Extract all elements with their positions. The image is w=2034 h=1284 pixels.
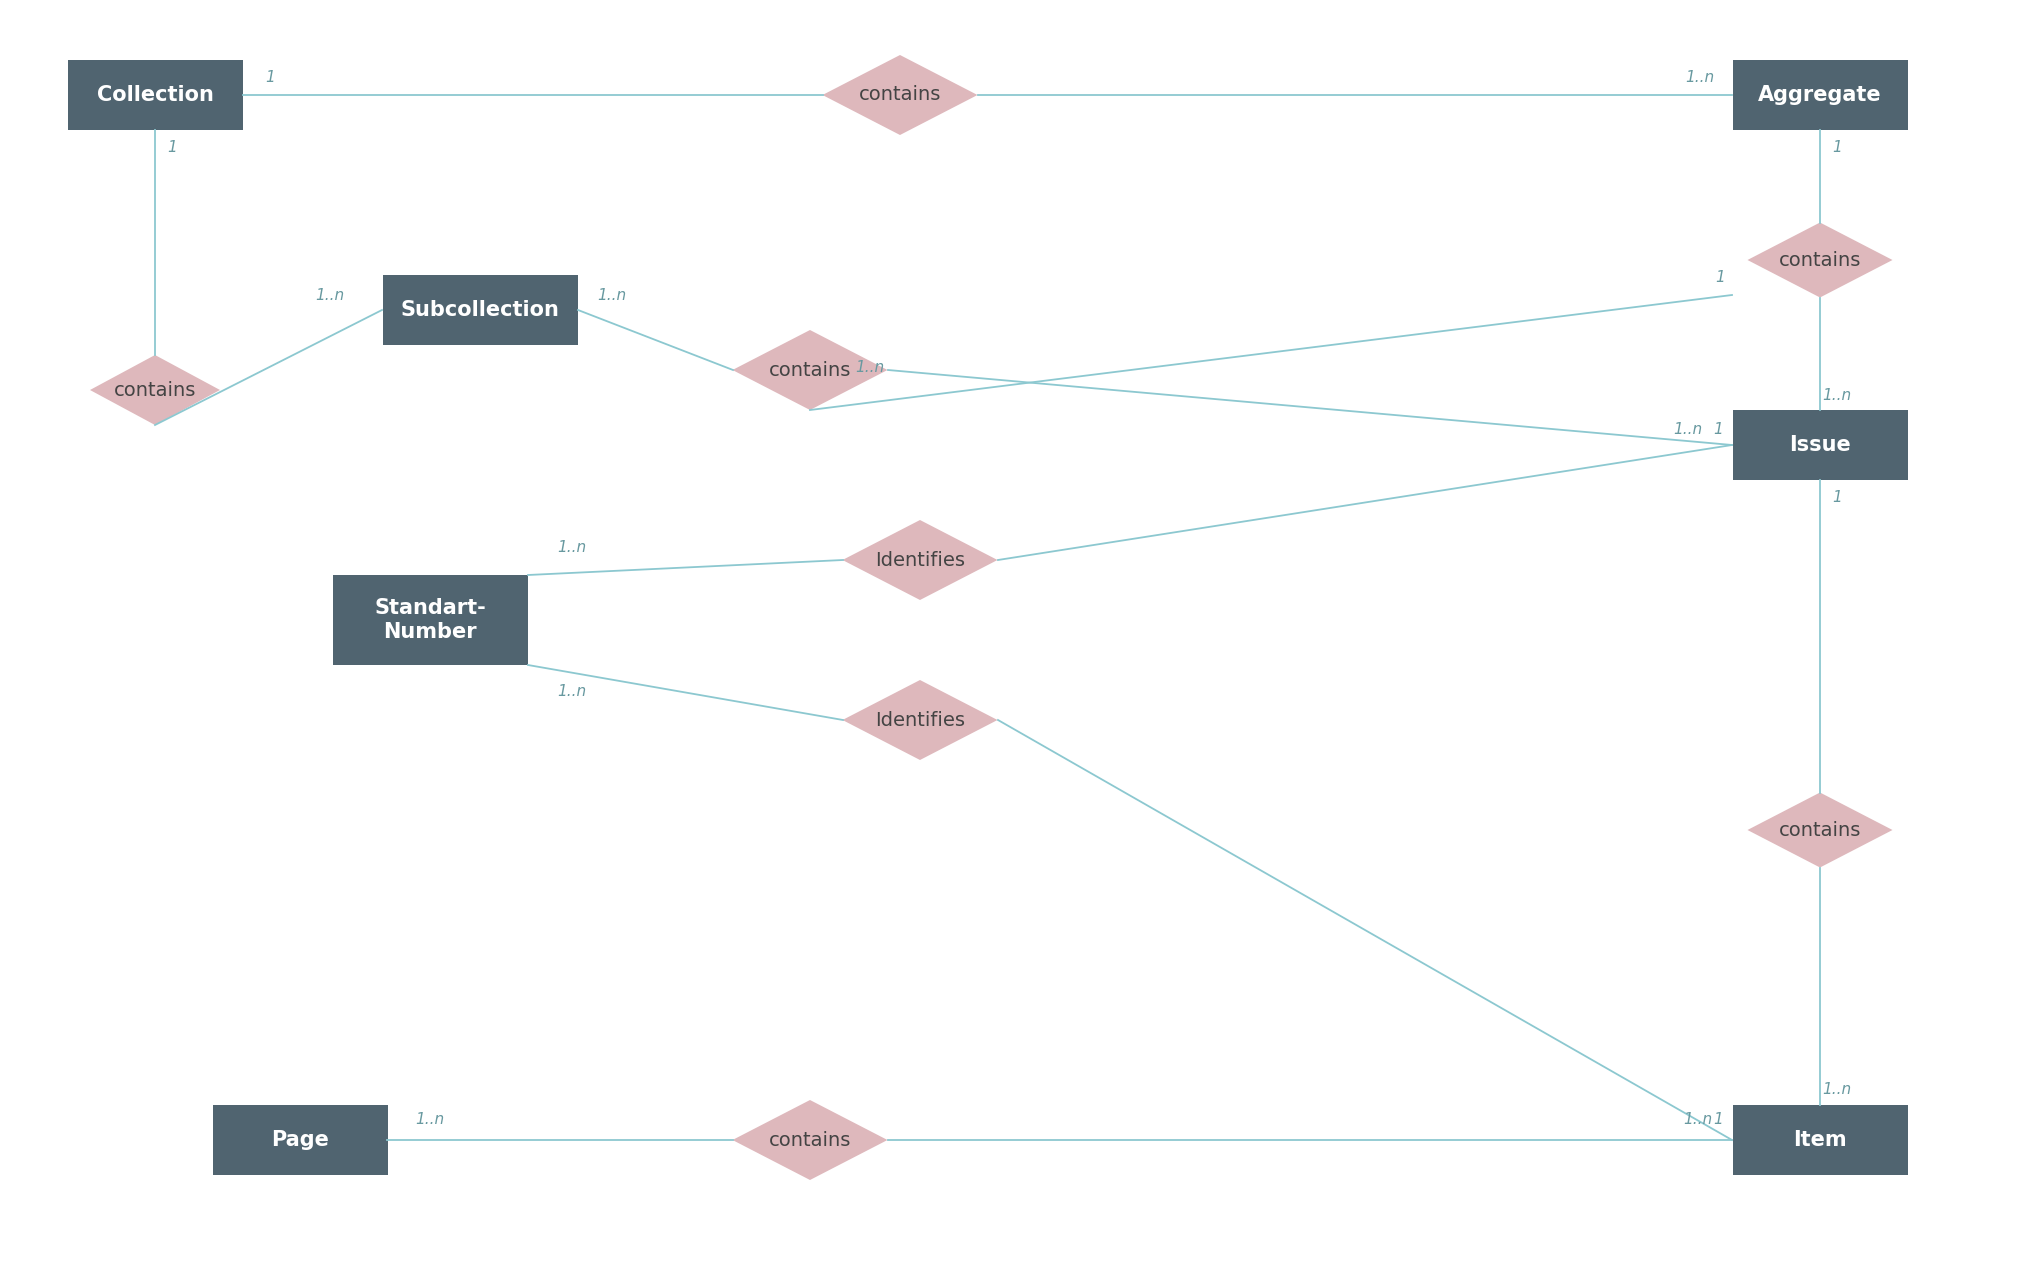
Text: 1: 1 [1713, 422, 1723, 438]
Polygon shape [822, 55, 978, 135]
Text: Standart-
Number: Standart- Number [374, 597, 486, 642]
Polygon shape [732, 330, 887, 410]
Text: 1: 1 [264, 71, 275, 86]
Text: 1..n: 1..n [557, 684, 586, 700]
Polygon shape [732, 1100, 887, 1180]
Text: contains: contains [858, 86, 942, 104]
Text: Item: Item [1794, 1130, 1847, 1150]
Polygon shape [89, 354, 220, 425]
Polygon shape [842, 681, 997, 760]
Text: contains: contains [769, 361, 850, 380]
Text: Page: Page [271, 1130, 330, 1150]
FancyBboxPatch shape [332, 575, 527, 665]
FancyBboxPatch shape [1733, 60, 1908, 130]
Text: Identifies: Identifies [875, 551, 964, 570]
Text: contains: contains [1780, 250, 1861, 270]
FancyBboxPatch shape [382, 275, 578, 345]
Text: Aggregate: Aggregate [1757, 85, 1881, 105]
Text: 1..n: 1..n [415, 1112, 445, 1127]
Text: 1..n: 1..n [1686, 71, 1715, 86]
FancyBboxPatch shape [1733, 410, 1908, 480]
Text: 1..n: 1..n [1674, 422, 1702, 438]
Text: 1..n: 1..n [315, 289, 344, 303]
FancyBboxPatch shape [1733, 1106, 1908, 1175]
Text: Identifies: Identifies [875, 710, 964, 729]
Text: 1..n: 1..n [598, 288, 626, 303]
Text: 1: 1 [1833, 140, 1843, 155]
Text: 1: 1 [1715, 271, 1725, 285]
Text: Collection: Collection [96, 85, 214, 105]
Text: Issue: Issue [1790, 435, 1851, 455]
Text: 1: 1 [1833, 490, 1843, 506]
Text: 1: 1 [167, 140, 177, 155]
Text: contains: contains [769, 1130, 850, 1149]
Text: Subcollection: Subcollection [401, 300, 559, 320]
Text: contains: contains [114, 380, 195, 399]
Text: 1: 1 [1713, 1112, 1723, 1127]
FancyBboxPatch shape [67, 60, 242, 130]
Text: contains: contains [1780, 820, 1861, 840]
Text: 1..n: 1..n [557, 541, 586, 556]
Text: 1..n: 1..n [1822, 1082, 1851, 1098]
FancyBboxPatch shape [212, 1106, 388, 1175]
Polygon shape [1747, 222, 1892, 298]
Polygon shape [842, 520, 997, 600]
Polygon shape [1747, 792, 1892, 868]
Text: 1..n: 1..n [856, 361, 885, 375]
Text: 1..n: 1..n [1684, 1112, 1713, 1127]
Text: 1..n: 1..n [1822, 388, 1851, 402]
